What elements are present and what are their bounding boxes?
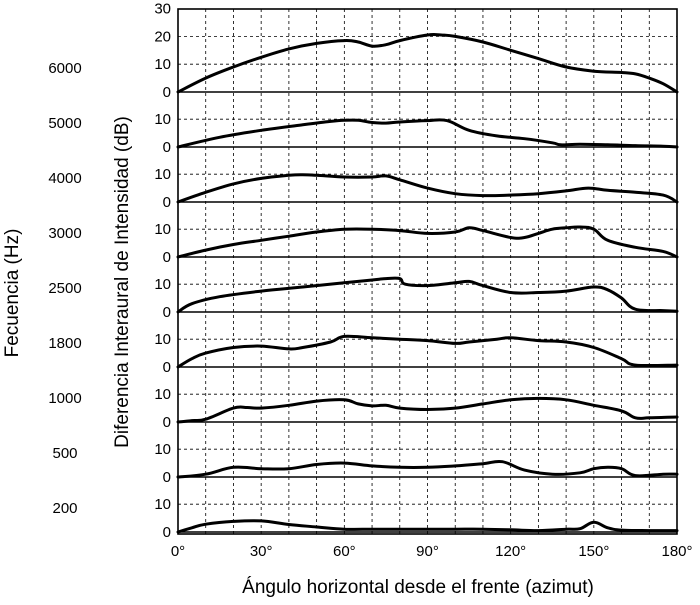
y-tick-label: 10	[154, 276, 171, 293]
x-tick-label: 180°	[661, 543, 692, 560]
series-line-4000hz	[176, 173, 679, 204]
frequency-label: 3000	[48, 225, 81, 242]
series-line-2500hz	[176, 276, 679, 314]
y-tick-label: 10	[154, 166, 171, 183]
frequency-label: 5000	[48, 115, 81, 132]
x-tick-label: 90°	[416, 543, 439, 560]
frequency-label: 1000	[48, 390, 81, 407]
grid-layer	[178, 9, 677, 534]
frequency-label: 6000	[48, 60, 81, 77]
x-tick-label: 120°	[495, 543, 526, 560]
frequency-label: 500	[52, 445, 77, 462]
curve-layer	[176, 33, 679, 534]
y-tick-label: 20	[154, 28, 171, 45]
frequency-label: 2500	[48, 280, 81, 297]
series-line-1800hz	[176, 334, 679, 369]
y-tick-label: 0	[163, 304, 171, 321]
x-axis-title: Ángulo horizontal desde el frente (azimu…	[242, 577, 594, 598]
frequency-labels: 6000 5000 4000 3000 2500 1800 1000 500 200	[48, 60, 81, 517]
y-tick-label: 0	[163, 249, 171, 266]
x-tick-labels: 0° 30° 60° 90° 120° 150° 180°	[171, 543, 693, 560]
x-tick-label: 0°	[171, 543, 185, 560]
y-tick-label: 10	[154, 496, 171, 513]
y-tick-label: 10	[154, 441, 171, 458]
y-tick-label: 10	[154, 221, 171, 238]
y-tick-label: 10	[154, 56, 171, 73]
y-tick-label: 0	[163, 84, 171, 101]
y-tick-label: 10	[154, 331, 171, 348]
y-tick-label: 0	[163, 139, 171, 156]
frequency-label: 200	[52, 500, 77, 517]
series-line-3000hz	[176, 225, 679, 259]
y-tick-label: 0	[163, 469, 171, 486]
y-tick-labels: 30 20 10 0 10 0 10 0 10 0 10 0 10 0 10 0 10 0 10 0	[154, 1, 171, 541]
plot-frame	[177, 8, 678, 535]
y-tick-label: 30	[154, 1, 171, 18]
y-axis-title: Diferencia Interaural de Intensidad (dB)	[112, 116, 133, 448]
panel-baselines	[178, 91, 677, 533]
series-line-500hz	[176, 459, 679, 479]
x-tick-label: 150°	[578, 543, 609, 560]
x-tick-label: 60°	[333, 543, 356, 560]
y-tick-label: 10	[154, 386, 171, 403]
y-tick-label: 0	[163, 194, 171, 211]
frequency-label: 1800	[48, 335, 81, 352]
y-tick-label: 0	[163, 414, 171, 431]
y-tick-label: 0	[163, 359, 171, 376]
series-line-200hz	[176, 519, 679, 534]
y-tick-label: 10	[154, 111, 171, 128]
frequency-label: 4000	[48, 170, 81, 187]
x-tick-label: 30°	[250, 543, 273, 560]
series-line-5000hz	[176, 118, 679, 149]
y-tick-label: 0	[163, 524, 171, 541]
frequency-axis-title: Fecuencia (Hz)	[2, 229, 23, 358]
series-line-6000hz	[176, 33, 679, 94]
series-line-1000hz	[176, 396, 679, 424]
